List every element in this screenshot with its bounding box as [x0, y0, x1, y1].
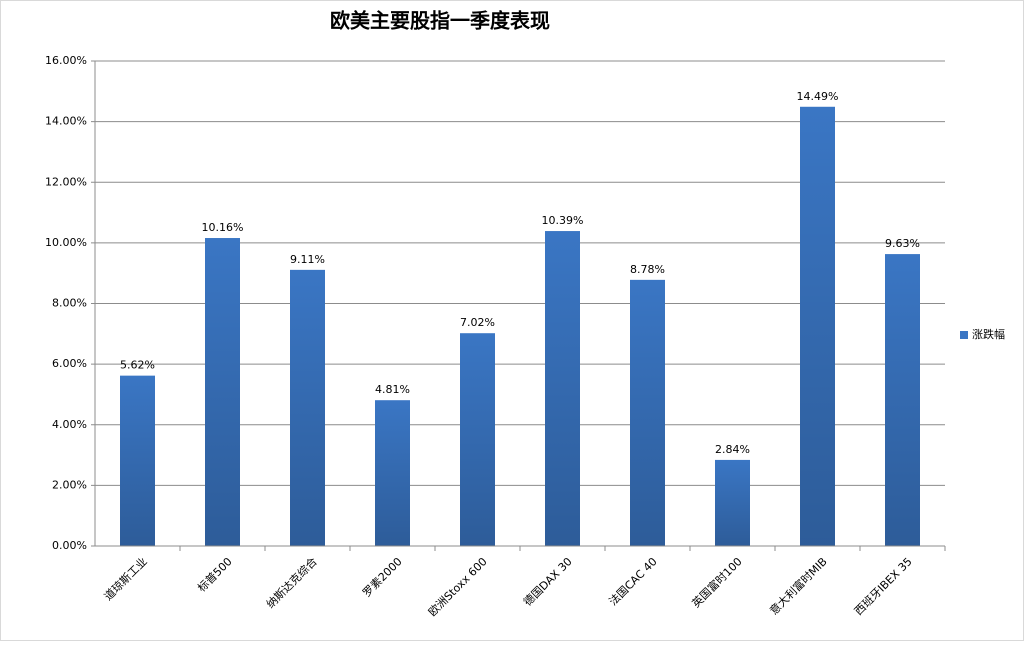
legend-swatch	[960, 331, 968, 339]
bar-shade	[290, 269, 325, 546]
bar-shade	[885, 254, 920, 546]
y-tick-label: 0.00%	[52, 539, 87, 552]
data-label: 9.63%	[885, 237, 920, 250]
y-tick-label: 2.00%	[52, 478, 87, 491]
data-label: 10.39%	[542, 214, 584, 227]
y-tick-label: 4.00%	[52, 418, 87, 431]
data-label: 2.84%	[715, 443, 750, 456]
data-label: 8.78%	[630, 263, 665, 276]
bar-shade	[545, 231, 580, 546]
data-label: 5.62%	[120, 359, 155, 372]
bar-shade	[800, 106, 835, 546]
y-tick-label: 12.00%	[45, 175, 87, 188]
data-label: 14.49%	[797, 90, 839, 103]
y-tick-label: 10.00%	[45, 236, 87, 249]
y-tick-label: 8.00%	[52, 297, 87, 310]
data-label: 4.81%	[375, 383, 410, 396]
bar-shade	[205, 238, 240, 546]
data-label: 9.11%	[290, 253, 325, 266]
legend-label: 涨跌幅	[972, 327, 1005, 341]
data-label: 7.02%	[460, 316, 495, 329]
y-tick-label: 14.00%	[45, 115, 87, 128]
chart-title: 欧美主要股指一季度表现	[330, 9, 550, 33]
y-tick-label: 16.00%	[45, 54, 87, 67]
bar-shade	[120, 375, 155, 546]
data-label: 10.16%	[202, 221, 244, 234]
bar-shade	[715, 459, 750, 546]
y-tick-label: 6.00%	[52, 357, 87, 370]
bar-shade	[375, 400, 410, 546]
bar-shade	[630, 279, 665, 546]
bar-shade	[460, 333, 495, 546]
